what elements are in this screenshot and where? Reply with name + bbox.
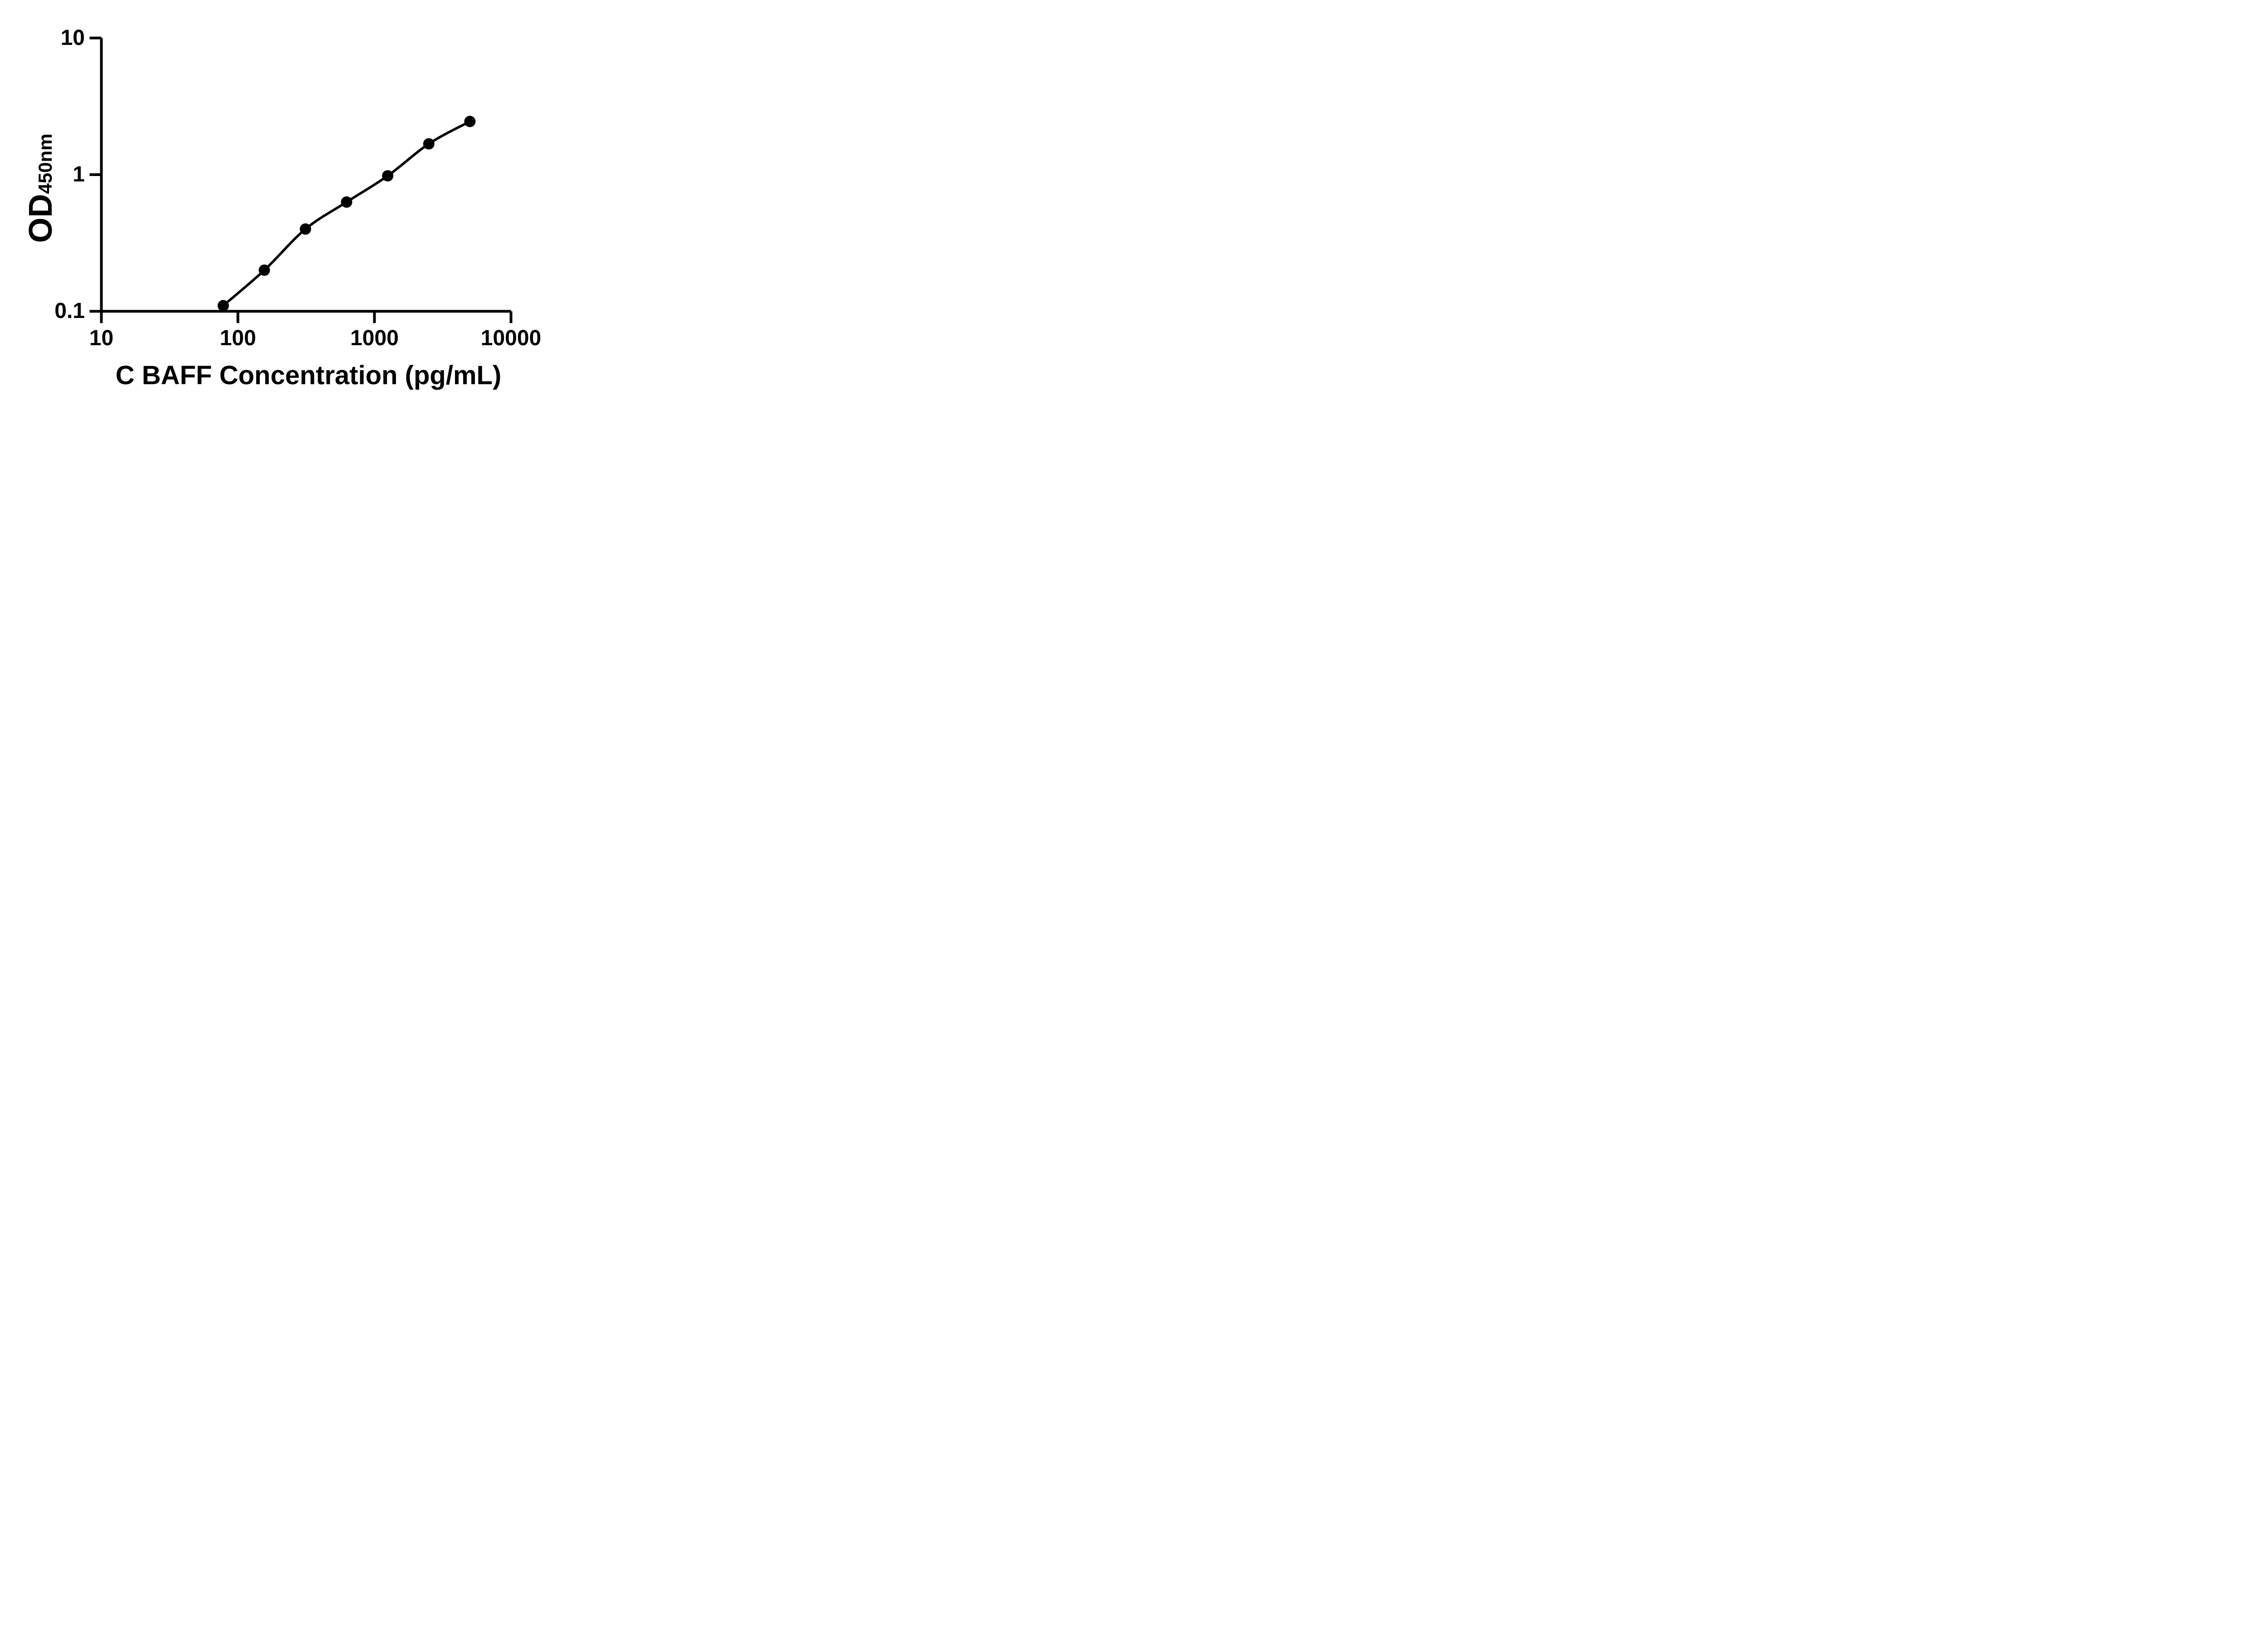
x-axis-title: C BAFF Concentration (pg/mL): [115, 361, 502, 390]
data-point-marker: [464, 116, 476, 127]
y-axis-title-subscript: 450nm: [34, 133, 56, 194]
x-tick-label: 10: [89, 326, 114, 350]
data-point-marker: [341, 196, 352, 208]
data-point-marker: [299, 223, 311, 235]
y-tick-label: 0.1: [54, 299, 85, 323]
y-axis-title-main: OD: [23, 194, 59, 243]
data-point-marker: [259, 264, 270, 276]
data-point-marker: [423, 138, 435, 150]
data-point-marker: [217, 300, 229, 312]
x-tick-label: 1000: [350, 326, 399, 350]
chart-canvas: 10 1 0.1 10 100 1000 10000 C BAFF Concen…: [0, 0, 572, 408]
x-tick-label: 10000: [480, 326, 542, 350]
standard-curve-line: [222, 120, 471, 307]
y-axis-title: OD450nm: [23, 133, 62, 243]
y-tick-label: 1: [73, 162, 85, 186]
y-tick-label: 10: [60, 25, 85, 50]
x-tick-label: 100: [220, 326, 256, 350]
data-point-marker: [382, 170, 394, 182]
plot-svg: [89, 36, 513, 323]
